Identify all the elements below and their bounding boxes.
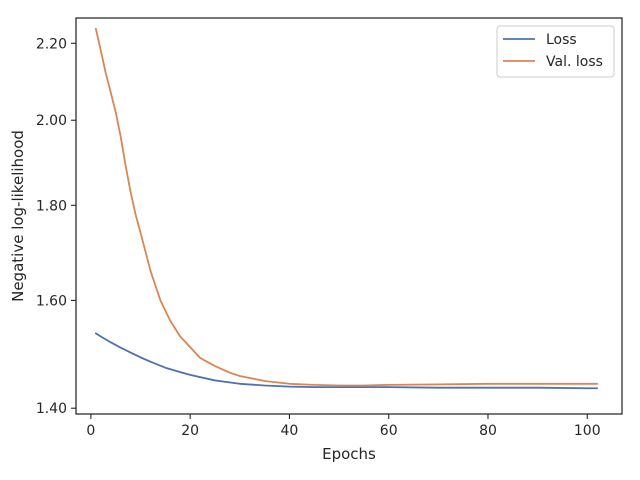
x-tick-label: 40 <box>281 423 299 439</box>
y-axis: 1.40 1.60 1.80 2.00 2.20 <box>36 36 76 417</box>
legend-label-val-loss: Val. loss <box>546 54 603 70</box>
x-tick-label: 80 <box>479 423 497 439</box>
y-tick-label: 2.20 <box>36 36 67 52</box>
legend-label-loss: Loss <box>546 32 577 48</box>
series-layer <box>94 27 599 390</box>
x-tick-label: 0 <box>86 423 95 439</box>
x-tick-label: 60 <box>380 423 398 439</box>
x-tick-label: 100 <box>574 423 601 439</box>
y-axis-title: Negative log-likelihood <box>9 130 27 302</box>
series-line-loss <box>94 332 599 390</box>
x-axis-title: Epochs <box>322 445 376 463</box>
x-tick-label: 20 <box>181 423 199 439</box>
series-line-val-loss <box>94 27 599 387</box>
y-tick-label: 1.60 <box>36 293 67 309</box>
plot-frame <box>75 17 623 415</box>
y-tick-label: 1.40 <box>36 401 67 417</box>
legend: Loss Val. loss <box>496 25 615 78</box>
y-tick-label: 2.00 <box>36 113 67 129</box>
y-tick-label: 1.80 <box>36 198 67 214</box>
x-axis: 0 20 40 60 80 100 <box>86 414 601 439</box>
